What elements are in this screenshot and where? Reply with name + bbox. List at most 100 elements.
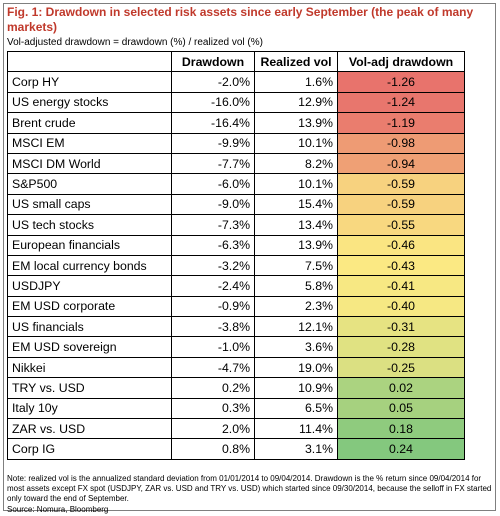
drawdown-cell: -16.4% [171,112,255,134]
realized-vol-cell: 1.6% [254,71,338,93]
realized-vol-cell: 10.1% [254,173,338,195]
realized-vol-cell: 19.0% [254,356,338,379]
realized-vol-cell: 8.2% [254,152,338,175]
asset-cell: EM USD corporate [7,295,172,318]
drawdown-cell: 2.0% [171,418,255,440]
vol-adj-drawdown-cell: -0.59 [337,193,465,216]
table-row: Corp HY -2.0% 1.6% -1.26 [7,71,465,93]
drawdown-cell: -9.0% [171,193,255,216]
asset-cell: Italy 10y [7,397,172,420]
vol-adj-drawdown-cell: -0.40 [337,295,465,318]
drawdown-cell: -3.2% [171,254,255,277]
realized-vol-cell: 12.9% [254,91,338,114]
asset-cell: US financials [7,316,172,338]
vol-adj-drawdown-cell: 0.24 [337,438,465,460]
table-row: EM USD corporate -0.9% 2.3% -0.40 [7,295,465,318]
realized-vol-cell: 13.9% [254,112,338,134]
vol-adj-drawdown-cell: -0.43 [337,254,465,277]
vol-adj-drawdown-cell: -0.94 [337,152,465,175]
vol-adj-drawdown-cell: -0.25 [337,356,465,379]
drawdown-cell: -2.4% [171,275,255,297]
asset-cell: US small caps [7,193,172,216]
vol-adj-drawdown-cell: -0.55 [337,214,465,236]
realized-vol-cell: 2.3% [254,295,338,318]
table-row: Nikkei -4.7% 19.0% -0.25 [7,356,465,379]
table-row: US small caps -9.0% 15.4% -0.59 [7,193,465,216]
figure-title: Fig. 1: Drawdown in selected risk assets… [7,5,474,34]
asset-cell: US tech stocks [7,214,172,236]
vol-adj-drawdown-cell: -0.31 [337,316,465,338]
table-row: S&P500 -6.0% 10.1% -0.59 [7,173,465,195]
drawdown-table: Drawdown Realized vol Vol-adj drawdown C… [7,50,465,460]
table-row: US energy stocks -16.0% 12.9% -1.24 [7,91,465,114]
realized-vol-cell: 7.5% [254,254,338,277]
table-body: Corp HY -2.0% 1.6% -1.26 US energy stocks -16… [7,71,465,460]
realized-vol-cell: 12.1% [254,316,338,338]
drawdown-cell: -3.8% [171,316,255,338]
asset-cell: MSCI EM [7,132,172,154]
asset-cell: TRY vs. USD [7,377,172,399]
realized-vol-cell: 3.1% [254,438,338,460]
figure-subtitle: Vol-adjusted drawdown = drawdown (%) / r… [7,37,263,48]
drawdown-cell: 0.2% [171,377,255,399]
vol-adj-drawdown-cell: -1.19 [337,112,465,134]
drawdown-cell: -4.7% [171,356,255,379]
table-row: EM local currency bonds -3.2% 7.5% -0.43 [7,254,465,277]
realized-vol-cell: 13.4% [254,214,338,236]
asset-cell: Nikkei [7,356,172,379]
asset-cell: US energy stocks [7,91,172,114]
column-header-vol-adj-drawdown: Vol-adj drawdown [337,50,465,73]
drawdown-cell: -7.7% [171,152,255,175]
vol-adj-drawdown-cell: -0.59 [337,173,465,195]
realized-vol-cell: 11.4% [254,418,338,440]
vol-adj-drawdown-cell: -0.28 [337,336,465,358]
drawdown-cell: -0.9% [171,295,255,318]
vol-adj-drawdown-cell: -1.24 [337,91,465,114]
vol-adj-drawdown-cell: 0.02 [337,377,465,399]
asset-cell: EM local currency bonds [7,254,172,277]
source-line: Source: Nomura, Bloomberg [7,505,109,514]
table-row: Brent crude -16.4% 13.9% -1.19 [7,112,465,134]
drawdown-cell: -7.3% [171,214,255,236]
table-row: EM USD sovereign -1.0% 3.6% -0.28 [7,336,465,358]
asset-cell: MSCI DM World [7,152,172,175]
asset-cell: European financials [7,234,172,256]
table-row: Corp IG 0.8% 3.1% 0.24 [7,438,465,460]
drawdown-cell: -16.0% [171,91,255,114]
realized-vol-cell: 13.9% [254,234,338,256]
column-header-drawdown: Drawdown [171,50,255,73]
drawdown-cell: -6.0% [171,173,255,195]
drawdown-cell: 0.3% [171,397,255,420]
asset-cell: Corp IG [7,438,172,460]
footnote: Note: realized vol is the annualized sta… [7,474,492,503]
table-header-row: Drawdown Realized vol Vol-adj drawdown [7,50,465,73]
realized-vol-cell: 15.4% [254,193,338,216]
vol-adj-drawdown-cell: 0.05 [337,397,465,420]
column-header-realized-vol: Realized vol [254,50,338,73]
drawdown-cell: -2.0% [171,71,255,93]
asset-cell: S&P500 [7,173,172,195]
asset-cell: Brent crude [7,112,172,134]
drawdown-cell: 0.8% [171,438,255,460]
asset-cell: ZAR vs. USD [7,418,172,440]
drawdown-cell: -9.9% [171,132,255,154]
drawdown-cell: -6.3% [171,234,255,256]
vol-adj-drawdown-cell: -0.41 [337,275,465,297]
realized-vol-cell: 3.6% [254,336,338,358]
vol-adj-drawdown-cell: -1.26 [337,71,465,93]
table-row: TRY vs. USD 0.2% 10.9% 0.02 [7,377,465,399]
vol-adj-drawdown-cell: 0.18 [337,418,465,440]
realized-vol-cell: 5.8% [254,275,338,297]
realized-vol-cell: 10.9% [254,377,338,399]
table-row: USDJPY -2.4% 5.8% -0.41 [7,275,465,297]
table-row: Italy 10y 0.3% 6.5% 0.05 [7,397,465,420]
table-row: MSCI DM World -7.7% 8.2% -0.94 [7,152,465,175]
column-header-asset [7,50,172,73]
asset-cell: Corp HY [7,71,172,93]
table-row: MSCI EM -9.9% 10.1% -0.98 [7,132,465,154]
table-row: US tech stocks -7.3% 13.4% -0.55 [7,214,465,236]
asset-cell: USDJPY [7,275,172,297]
vol-adj-drawdown-cell: -0.46 [337,234,465,256]
realized-vol-cell: 6.5% [254,397,338,420]
vol-adj-drawdown-cell: -0.98 [337,132,465,154]
